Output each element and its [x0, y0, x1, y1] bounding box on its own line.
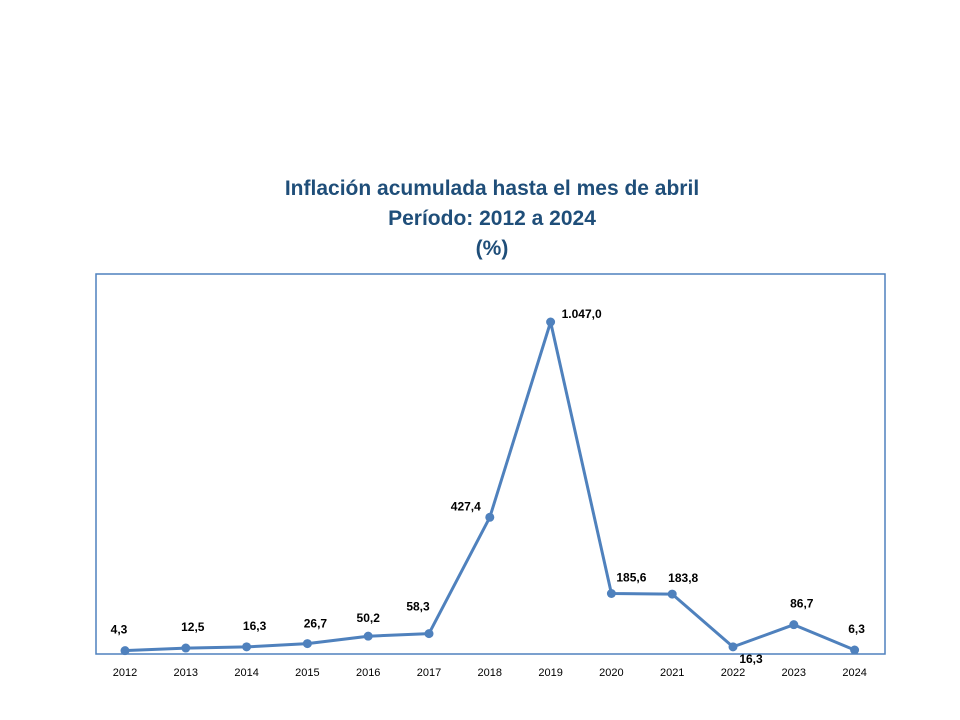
x-tick-label-2017: 2017	[417, 667, 441, 679]
data-point-2017	[424, 629, 434, 639]
x-tick-label-2018: 2018	[478, 667, 502, 679]
data-label-2024: 6,3	[848, 622, 865, 636]
plot-frame	[95, 273, 886, 655]
data-label-2014: 16,3	[243, 619, 267, 633]
x-tick-label-2012: 2012	[113, 667, 137, 679]
chart-title-line-3: (%)	[475, 237, 509, 260]
data-label-2020: 185,6	[616, 571, 646, 585]
data-point-2021	[667, 589, 677, 599]
data-label-2012: 4,3	[111, 623, 128, 637]
data-label-2019: 1.047,0	[562, 307, 602, 321]
series-line	[124, 320, 856, 653]
x-tick-label-2024: 2024	[842, 667, 866, 679]
data-label-2022: 16,3	[739, 652, 763, 666]
data-point-2024	[850, 645, 860, 655]
x-tick-label-2019: 2019	[538, 667, 562, 679]
data-point-2015	[302, 639, 312, 649]
data-label-2018: 427,4	[451, 499, 481, 513]
chart-title-line-2: Período: 2012 a 2024	[388, 207, 596, 230]
x-tick-label-2014: 2014	[234, 667, 258, 679]
x-axis-tick-layer: 2012 2013 2014 2015 2016 2017 2018 2019 2020 2021…	[113, 667, 867, 679]
chart-title: Inflación acumulada hasta el mes de abri…	[0, 174, 960, 264]
data-point-2014	[242, 642, 252, 652]
data-label-2016: 50,2	[357, 611, 381, 625]
x-tick-label-2020: 2020	[599, 667, 623, 679]
data-point-2022	[728, 642, 738, 652]
data-point-2020	[606, 589, 616, 599]
data-label-2023: 86,7	[790, 597, 814, 611]
data-label-2013: 12,5	[181, 620, 205, 634]
x-tick-label-2013: 2013	[174, 667, 198, 679]
data-label-2021: 183,8	[668, 571, 698, 585]
x-tick-label-2015: 2015	[295, 667, 319, 679]
chart-title-line-1: Inflación acumulada hasta el mes de abri…	[284, 177, 700, 200]
x-tick-label-2021: 2021	[660, 667, 684, 679]
data-point-2012	[120, 646, 130, 656]
data-label-2015: 26,7	[304, 617, 328, 631]
data-label-layer: 4,3 12,5 16,3 26,7 50,2 58,3 427,4 1.047,0 185,6…	[111, 307, 866, 666]
data-point-2016	[363, 631, 373, 641]
x-tick-label-2022: 2022	[721, 667, 745, 679]
data-point-2023	[789, 620, 799, 630]
x-tick-label-2016: 2016	[356, 667, 380, 679]
x-tick-label-2023: 2023	[782, 667, 806, 679]
data-point-2013	[181, 643, 191, 653]
data-point-2018	[485, 512, 495, 522]
data-point-2019	[546, 317, 556, 327]
series-layer	[120, 317, 860, 656]
data-label-2017: 58,3	[406, 600, 430, 614]
